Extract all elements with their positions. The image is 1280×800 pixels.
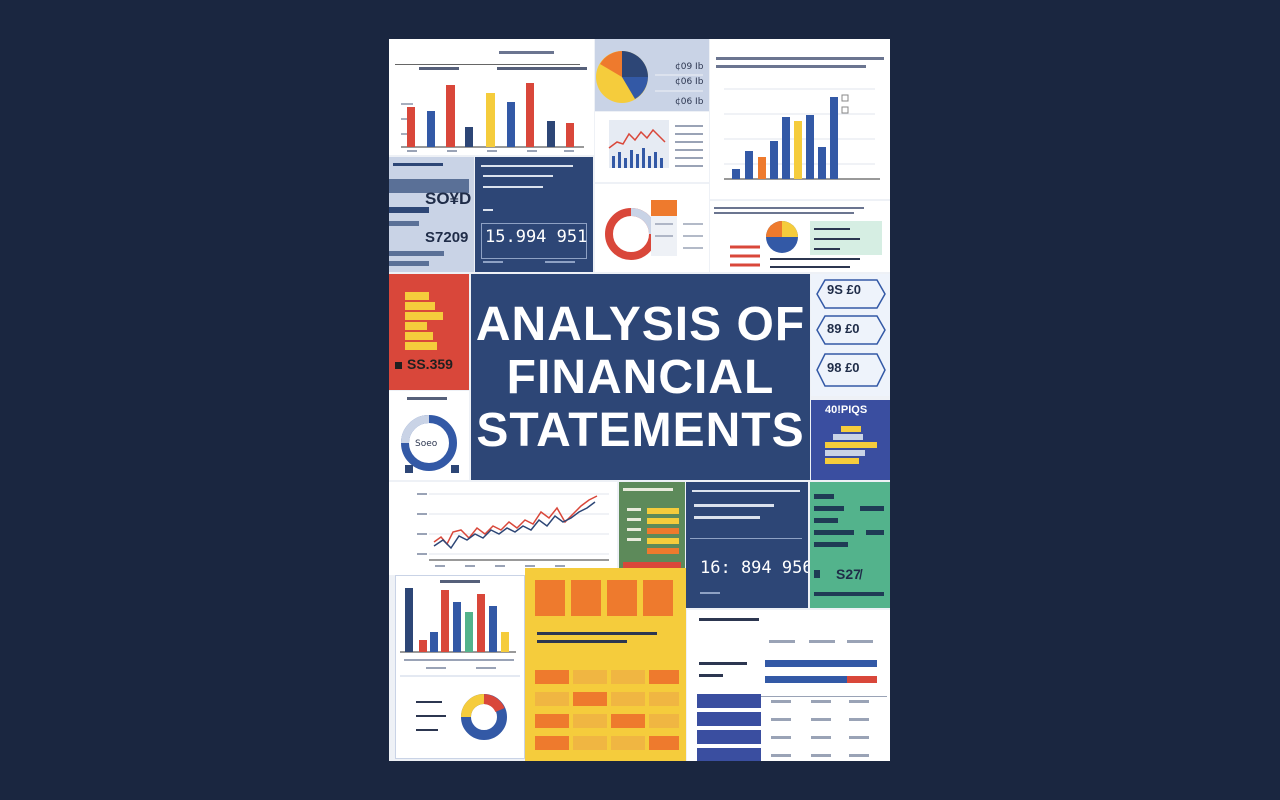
donut-chart-right: [730, 221, 882, 268]
indigo-panel: 40!PIQS: [811, 400, 890, 480]
left-figure-2: S7209: [425, 229, 469, 246]
kpi-panel-top: 15.994 951: [475, 157, 593, 272]
bar-chart-panel-top-right: [710, 39, 890, 199]
red-bar-panel: SS.359: [389, 274, 469, 390]
svg-text:¢06 Ib: ¢06 Ib: [675, 77, 704, 87]
donut-panel-right: [710, 201, 890, 272]
bar-chart-top-right: [724, 88, 880, 180]
svg-text:Soeo: Soeo: [415, 439, 438, 449]
left-navy-panel: SO¥D S7209: [389, 157, 474, 272]
bar-chart-panel-top-left: [389, 39, 594, 155]
report-cover: ¢09 Ib ¢06 Ib ¢06 Ib: [389, 39, 890, 761]
mixed-chart-panel: [595, 112, 709, 182]
green-panel-figure: S27̸: [836, 566, 861, 582]
hex-value-3: 98 £0: [827, 360, 860, 375]
pie-legend-panel: ¢09 Ib ¢06 Ib ¢06 Ib: [595, 39, 709, 111]
title-line-2: FINANCIAL: [506, 351, 775, 404]
title-line-3: STATEMENTS: [476, 404, 805, 457]
kpi-number-top: 15.994 951: [485, 227, 588, 247]
title-panel: ANALYSIS OF FINANCIAL STATEMENTS: [471, 274, 810, 480]
donut-chart-left: Soeo: [401, 415, 459, 473]
yellow-table-panel: [525, 568, 686, 761]
green-figure-panel: S27̸: [810, 482, 890, 608]
left-figure-1: SO¥D: [425, 189, 472, 208]
donut-chart-center: [605, 200, 703, 260]
green-table-panel: [619, 482, 685, 575]
svg-text:¢09 Ib: ¢09 Ib: [675, 62, 704, 72]
data-table-panel: [687, 610, 890, 761]
mixed-chart: [608, 120, 703, 168]
bar-donut-chart: [400, 588, 520, 740]
hex-values-panel: 9S £0 89 £0 98 £0: [811, 274, 890, 396]
kpi-panel-mid: 16: 894 956: [686, 482, 808, 608]
red-panel-figure: SS.359: [407, 356, 453, 372]
title-line-1: ANALYSIS OF: [475, 298, 806, 351]
donut-table-panel: [595, 184, 709, 272]
pie-chart-small: ¢09 Ib ¢06 Ib ¢06 Ib: [596, 51, 704, 107]
hex-value-1: 9S £0: [827, 282, 861, 297]
svg-text:¢06 Ib: ¢06 Ib: [675, 97, 704, 107]
hex-value-2: 89 £0: [827, 321, 860, 336]
line-chart: [417, 493, 609, 567]
bar-donut-panel: [395, 575, 525, 759]
bar-chart-top-left: [401, 83, 584, 152]
hex-frames: [816, 279, 886, 387]
kpi-number-mid: 16: 894 956: [700, 558, 808, 578]
donut-panel-left: Soeo: [389, 391, 469, 480]
indigo-panel-figure: 40!PIQS: [825, 404, 868, 416]
line-chart-panel: [389, 482, 617, 575]
